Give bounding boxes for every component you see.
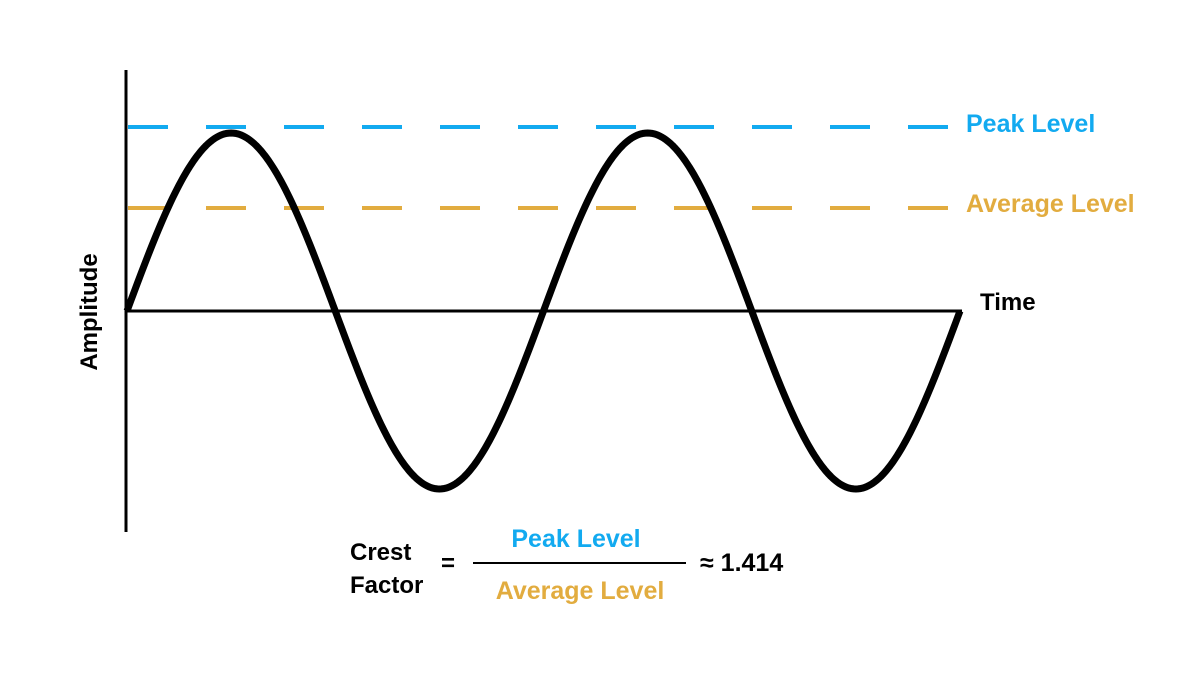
peak-level-label: Peak Level [966, 110, 1096, 138]
y-axis-label: Amplitude [76, 253, 103, 371]
formula-numerator: Peak Level [511, 525, 641, 553]
formula-equals-sign: = [441, 550, 456, 577]
formula-result: ≈ 1.414 [700, 549, 784, 577]
formula-term-crest: Crest [350, 539, 412, 566]
formula-denominator: Average Level [495, 577, 665, 605]
x-axis-label: Time [980, 289, 1036, 316]
sine-waveform [123, 129, 964, 493]
formula-term-factor: Factor [350, 572, 424, 599]
average-level-label: Average Level [966, 190, 1135, 218]
